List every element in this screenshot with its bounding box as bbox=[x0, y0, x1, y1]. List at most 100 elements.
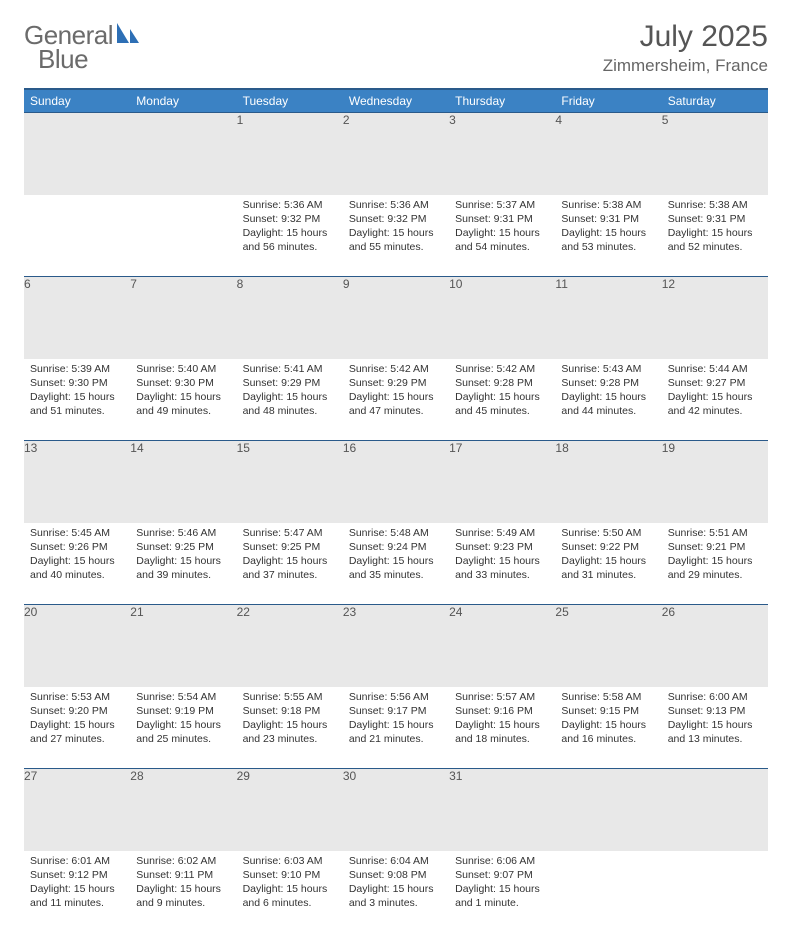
daylight-line: Daylight: 15 hours and 55 minutes. bbox=[349, 226, 443, 254]
day-content-cell: Sunrise: 5:47 AMSunset: 9:25 PMDaylight:… bbox=[237, 523, 343, 605]
week-daynum-row: 6789101112 bbox=[24, 277, 768, 359]
sunset-line: Sunset: 9:32 PM bbox=[349, 212, 443, 226]
sunrise-line: Sunrise: 5:58 AM bbox=[561, 690, 655, 704]
day-details: Sunrise: 5:44 AMSunset: 9:27 PMDaylight:… bbox=[662, 359, 768, 425]
day-number-cell: 1 bbox=[237, 113, 343, 195]
day-header: Saturday bbox=[662, 89, 768, 113]
day-number-cell bbox=[555, 769, 661, 851]
day-number-cell: 15 bbox=[237, 441, 343, 523]
sunrise-line: Sunrise: 5:40 AM bbox=[136, 362, 230, 376]
day-content-cell: Sunrise: 5:58 AMSunset: 9:15 PMDaylight:… bbox=[555, 687, 661, 769]
week-content-row: Sunrise: 5:45 AMSunset: 9:26 PMDaylight:… bbox=[24, 523, 768, 605]
day-content-cell: Sunrise: 5:49 AMSunset: 9:23 PMDaylight:… bbox=[449, 523, 555, 605]
sunset-line: Sunset: 9:24 PM bbox=[349, 540, 443, 554]
day-content-cell: Sunrise: 5:42 AMSunset: 9:28 PMDaylight:… bbox=[449, 359, 555, 441]
sunset-line: Sunset: 9:13 PM bbox=[668, 704, 762, 718]
sunrise-line: Sunrise: 5:48 AM bbox=[349, 526, 443, 540]
daylight-line: Daylight: 15 hours and 27 minutes. bbox=[30, 718, 124, 746]
day-details: Sunrise: 6:03 AMSunset: 9:10 PMDaylight:… bbox=[237, 851, 343, 917]
day-details: Sunrise: 5:37 AMSunset: 9:31 PMDaylight:… bbox=[449, 195, 555, 261]
day-content-cell: Sunrise: 5:55 AMSunset: 9:18 PMDaylight:… bbox=[237, 687, 343, 769]
sunrise-line: Sunrise: 6:02 AM bbox=[136, 854, 230, 868]
day-number-cell: 10 bbox=[449, 277, 555, 359]
sunset-line: Sunset: 9:08 PM bbox=[349, 868, 443, 882]
day-content-cell: Sunrise: 5:36 AMSunset: 9:32 PMDaylight:… bbox=[343, 195, 449, 277]
day-content-cell bbox=[555, 851, 661, 933]
sunset-line: Sunset: 9:16 PM bbox=[455, 704, 549, 718]
calendar-body: 12345Sunrise: 5:36 AMSunset: 9:32 PMDayl… bbox=[24, 113, 768, 933]
sunrise-line: Sunrise: 5:51 AM bbox=[668, 526, 762, 540]
daylight-line: Daylight: 15 hours and 31 minutes. bbox=[561, 554, 655, 582]
day-number-cell: 21 bbox=[130, 605, 236, 687]
daylight-line: Daylight: 15 hours and 40 minutes. bbox=[30, 554, 124, 582]
daylight-line: Daylight: 15 hours and 37 minutes. bbox=[243, 554, 337, 582]
sunrise-line: Sunrise: 5:39 AM bbox=[30, 362, 124, 376]
day-number-cell: 19 bbox=[662, 441, 768, 523]
week-content-row: Sunrise: 5:53 AMSunset: 9:20 PMDaylight:… bbox=[24, 687, 768, 769]
sunrise-line: Sunrise: 5:36 AM bbox=[243, 198, 337, 212]
day-details: Sunrise: 6:04 AMSunset: 9:08 PMDaylight:… bbox=[343, 851, 449, 917]
day-number-cell: 28 bbox=[130, 769, 236, 851]
day-content-cell: Sunrise: 6:00 AMSunset: 9:13 PMDaylight:… bbox=[662, 687, 768, 769]
day-details: Sunrise: 5:54 AMSunset: 9:19 PMDaylight:… bbox=[130, 687, 236, 753]
sunset-line: Sunset: 9:32 PM bbox=[243, 212, 337, 226]
day-details: Sunrise: 5:42 AMSunset: 9:28 PMDaylight:… bbox=[449, 359, 555, 425]
daylight-line: Daylight: 15 hours and 49 minutes. bbox=[136, 390, 230, 418]
day-number-cell: 30 bbox=[343, 769, 449, 851]
sunrise-line: Sunrise: 5:38 AM bbox=[668, 198, 762, 212]
day-number-cell: 22 bbox=[237, 605, 343, 687]
day-details: Sunrise: 5:36 AMSunset: 9:32 PMDaylight:… bbox=[237, 195, 343, 261]
sunset-line: Sunset: 9:15 PM bbox=[561, 704, 655, 718]
day-details: Sunrise: 6:01 AMSunset: 9:12 PMDaylight:… bbox=[24, 851, 130, 917]
sunset-line: Sunset: 9:30 PM bbox=[30, 376, 124, 390]
daylight-line: Daylight: 15 hours and 52 minutes. bbox=[668, 226, 762, 254]
sunset-line: Sunset: 9:20 PM bbox=[30, 704, 124, 718]
day-number-cell: 5 bbox=[662, 113, 768, 195]
day-content-cell: Sunrise: 5:43 AMSunset: 9:28 PMDaylight:… bbox=[555, 359, 661, 441]
sunrise-line: Sunrise: 5:45 AM bbox=[30, 526, 124, 540]
sunset-line: Sunset: 9:10 PM bbox=[243, 868, 337, 882]
day-details: Sunrise: 5:51 AMSunset: 9:21 PMDaylight:… bbox=[662, 523, 768, 589]
sunset-line: Sunset: 9:18 PM bbox=[243, 704, 337, 718]
sunrise-line: Sunrise: 5:54 AM bbox=[136, 690, 230, 704]
sunset-line: Sunset: 9:31 PM bbox=[455, 212, 549, 226]
day-number-cell: 7 bbox=[130, 277, 236, 359]
day-number-cell bbox=[130, 113, 236, 195]
day-details: Sunrise: 6:02 AMSunset: 9:11 PMDaylight:… bbox=[130, 851, 236, 917]
sunset-line: Sunset: 9:29 PM bbox=[349, 376, 443, 390]
day-content-cell: Sunrise: 6:02 AMSunset: 9:11 PMDaylight:… bbox=[130, 851, 236, 933]
sunset-line: Sunset: 9:11 PM bbox=[136, 868, 230, 882]
day-details: Sunrise: 6:06 AMSunset: 9:07 PMDaylight:… bbox=[449, 851, 555, 917]
day-number-cell: 3 bbox=[449, 113, 555, 195]
day-number-cell: 26 bbox=[662, 605, 768, 687]
day-number-cell: 9 bbox=[343, 277, 449, 359]
day-details: Sunrise: 5:57 AMSunset: 9:16 PMDaylight:… bbox=[449, 687, 555, 753]
day-number-cell: 6 bbox=[24, 277, 130, 359]
sunset-line: Sunset: 9:12 PM bbox=[30, 868, 124, 882]
sunset-line: Sunset: 9:28 PM bbox=[561, 376, 655, 390]
daylight-line: Daylight: 15 hours and 13 minutes. bbox=[668, 718, 762, 746]
day-number-cell: 18 bbox=[555, 441, 661, 523]
day-content-cell: Sunrise: 6:03 AMSunset: 9:10 PMDaylight:… bbox=[237, 851, 343, 933]
sunrise-line: Sunrise: 5:50 AM bbox=[561, 526, 655, 540]
day-details: Sunrise: 5:48 AMSunset: 9:24 PMDaylight:… bbox=[343, 523, 449, 589]
sunset-line: Sunset: 9:25 PM bbox=[136, 540, 230, 554]
day-details: Sunrise: 5:56 AMSunset: 9:17 PMDaylight:… bbox=[343, 687, 449, 753]
day-header-row: SundayMondayTuesdayWednesdayThursdayFrid… bbox=[24, 89, 768, 113]
day-details: Sunrise: 5:43 AMSunset: 9:28 PMDaylight:… bbox=[555, 359, 661, 425]
sunset-line: Sunset: 9:07 PM bbox=[455, 868, 549, 882]
day-header: Thursday bbox=[449, 89, 555, 113]
sunset-line: Sunset: 9:25 PM bbox=[243, 540, 337, 554]
day-content-cell: Sunrise: 5:38 AMSunset: 9:31 PMDaylight:… bbox=[662, 195, 768, 277]
sunset-line: Sunset: 9:31 PM bbox=[668, 212, 762, 226]
day-number-cell: 31 bbox=[449, 769, 555, 851]
day-number-cell: 14 bbox=[130, 441, 236, 523]
day-content-cell: Sunrise: 5:36 AMSunset: 9:32 PMDaylight:… bbox=[237, 195, 343, 277]
day-number-cell bbox=[662, 769, 768, 851]
sunrise-line: Sunrise: 6:01 AM bbox=[30, 854, 124, 868]
sunrise-line: Sunrise: 5:57 AM bbox=[455, 690, 549, 704]
day-content-cell: Sunrise: 5:42 AMSunset: 9:29 PMDaylight:… bbox=[343, 359, 449, 441]
day-content-cell bbox=[24, 195, 130, 277]
daylight-line: Daylight: 15 hours and 11 minutes. bbox=[30, 882, 124, 910]
day-content-cell: Sunrise: 5:48 AMSunset: 9:24 PMDaylight:… bbox=[343, 523, 449, 605]
